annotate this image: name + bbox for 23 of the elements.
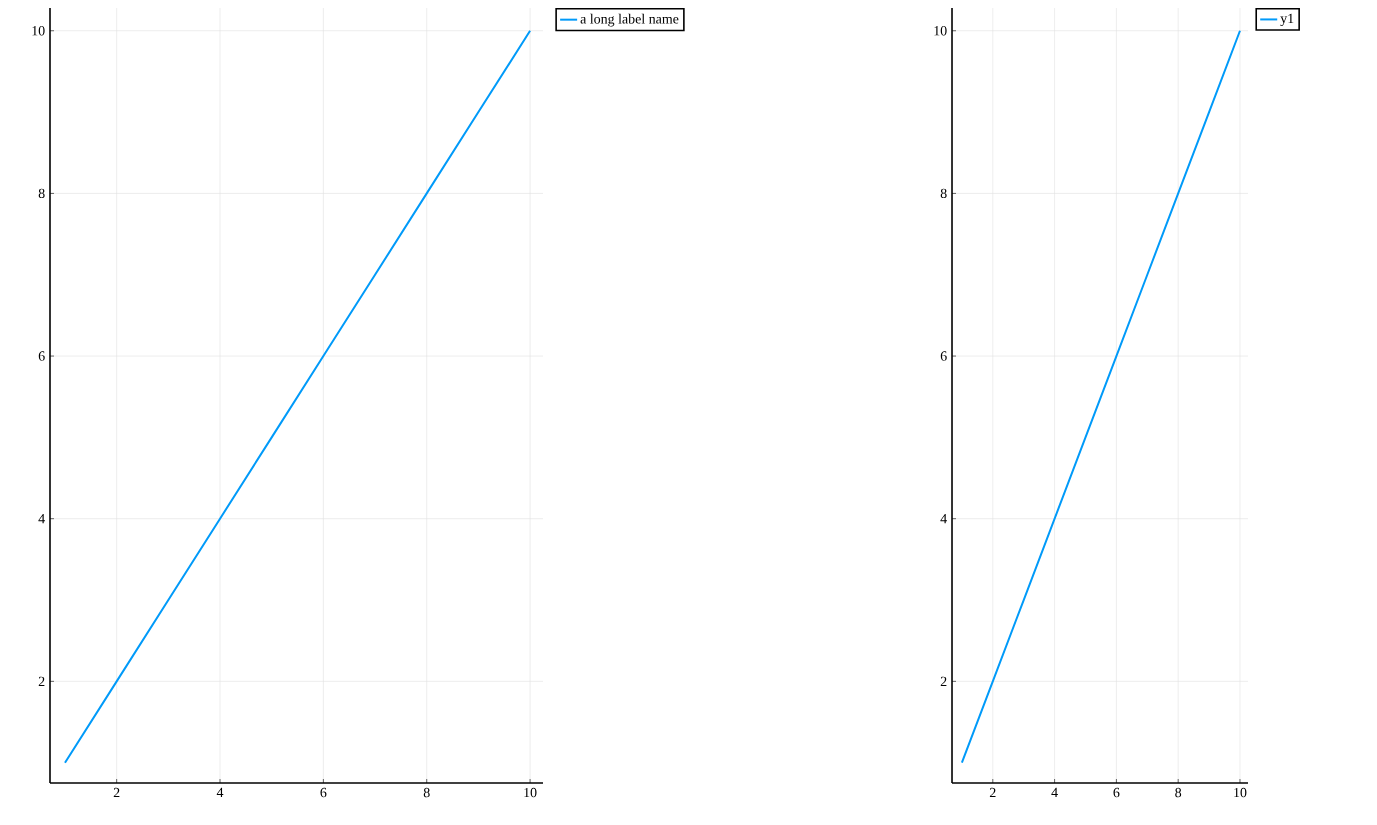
x-tick-label: 8 (423, 787, 430, 798)
x-tick-label: 8 (1175, 787, 1182, 798)
x-tick-label: 10 (1234, 787, 1247, 798)
y-tick-label: 4 (940, 514, 947, 524)
y-tick-label: 2 (940, 676, 947, 686)
y-tick-label: 4 (38, 514, 45, 524)
x-tick-label: 2 (113, 787, 120, 798)
y-tick-label: 6 (38, 351, 45, 361)
legend-label: y1 (1280, 13, 1294, 27)
x-tick-label: 4 (216, 787, 224, 798)
x-tick-label: 6 (1113, 787, 1120, 798)
x-tick-label: 4 (1051, 787, 1058, 798)
y-tick-label: 8 (38, 188, 45, 199)
x-tick-label: 6 (320, 787, 327, 798)
x-tick-label: 10 (524, 787, 537, 798)
y-tick-label: 8 (940, 188, 947, 199)
x-tick-label: 2 (989, 787, 996, 798)
line-series (63, 29, 532, 764)
legend-label: a long label name (580, 13, 679, 27)
y-tick-label: 6 (940, 351, 947, 361)
y-tick-label: 2 (38, 676, 45, 686)
y-tick-label: 10 (934, 26, 947, 36)
y-tick-label: 10 (32, 26, 45, 36)
